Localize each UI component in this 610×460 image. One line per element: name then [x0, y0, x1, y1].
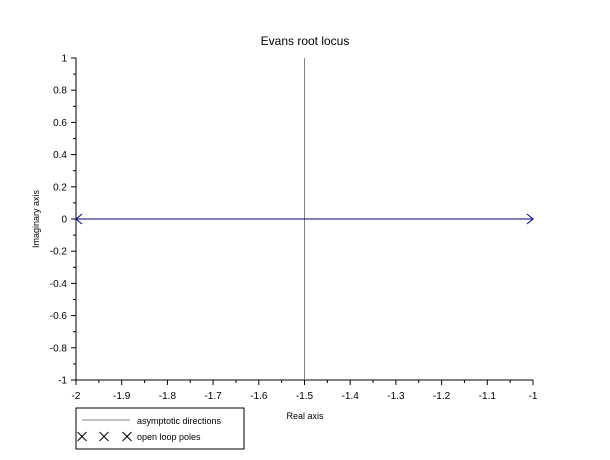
x-tick-label: -1.7	[204, 391, 222, 402]
y-tick-label: 0.6	[53, 118, 67, 129]
plot-area	[75, 58, 534, 380]
axes: -2 -1.9 -1.8 -1.7 -1.6 -1.5 -1.4 -1.3 -1.2 -1.1 -1…	[50, 54, 538, 403]
chart-title: Evans root locus	[261, 34, 350, 48]
y-tick-label: 0.4	[53, 150, 67, 161]
x-axis-label: Real axis	[286, 411, 324, 421]
y-tick-label: 0	[61, 215, 67, 226]
legend-marker-x-icon	[77, 431, 87, 442]
marker-stroke	[122, 431, 132, 442]
locus-arrow-left	[75, 213, 83, 225]
x-tick-label: -2	[72, 391, 81, 402]
y-tick-label: 0.8	[53, 86, 67, 97]
y-tick-label: -0.8	[50, 343, 68, 354]
y-tick-label: 1	[61, 54, 67, 65]
y-tick-label: 0.2	[53, 182, 67, 193]
legend-box	[75, 407, 245, 450]
legend-marker-x-icon	[99, 431, 109, 442]
marker-stroke	[99, 431, 109, 442]
y-tick-label: -0.2	[50, 247, 68, 258]
x-tick-label: -1.1	[479, 391, 497, 402]
x-tick-label: -1.9	[113, 391, 131, 402]
legend: asymptotic directions open loop poles	[75, 407, 245, 450]
x-tick-label: -1	[529, 391, 538, 402]
locus-arrow-right	[526, 213, 534, 225]
y-tick-label: -1	[58, 376, 67, 387]
legend-marker-x-icon	[122, 431, 132, 442]
x-tick-label: -1.3	[387, 391, 405, 402]
y-axis-label: Imaginary axis	[31, 189, 41, 248]
y-tick-label: -0.6	[50, 311, 68, 322]
y-tick-label: -0.4	[50, 279, 68, 290]
x-tick-label: -1.4	[342, 391, 360, 402]
x-tick-label: -1.8	[159, 391, 177, 402]
x-tick-label: -1.5	[296, 391, 314, 402]
legend-label-asymptotic: asymptotic directions	[137, 416, 222, 426]
x-tick-label: -1.6	[250, 391, 268, 402]
legend-label-poles: open loop poles	[137, 432, 201, 442]
marker-stroke	[77, 431, 87, 442]
x-tick-label: -1.2	[433, 391, 451, 402]
